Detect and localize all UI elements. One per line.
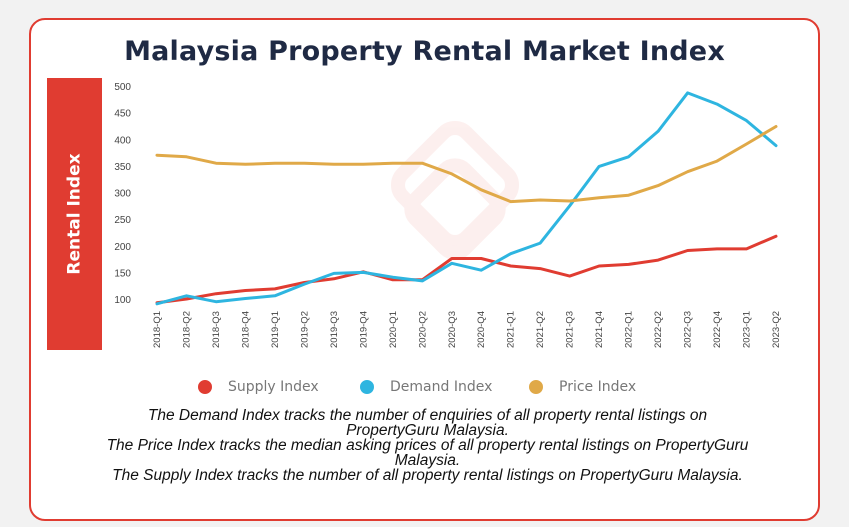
x-tick-label: 2018-Q1 xyxy=(152,311,163,348)
x-tick-label: 2019-Q2 xyxy=(299,311,310,348)
footnote-supply: The Supply Index tracks the number of al… xyxy=(112,467,743,484)
legend: Supply Index Demand Index Price Index xyxy=(0,377,849,397)
y-axis-ticks: 100 150 200 250 300 350 400 450 500 xyxy=(114,82,131,306)
x-tick-label: 2020-Q4 xyxy=(476,311,487,348)
y-tick-label: 100 xyxy=(114,295,131,306)
footnotes: The Demand Index tracks the number of en… xyxy=(100,407,755,484)
y-tick-label: 450 xyxy=(114,109,131,120)
x-tick-label: 2019-Q4 xyxy=(358,311,369,348)
legend-marker-demand xyxy=(360,380,374,394)
watermark-logo xyxy=(390,120,520,260)
series-line-demand-index xyxy=(155,91,778,306)
x-tick-label: 2020-Q3 xyxy=(447,311,458,348)
x-tick-label: 2018-Q4 xyxy=(240,311,251,348)
y-tick-label: 200 xyxy=(114,242,131,253)
y-tick-label: 250 xyxy=(114,215,131,226)
x-tick-label: 2019-Q1 xyxy=(270,311,281,348)
x-tick-label: 2020-Q2 xyxy=(417,311,428,348)
legend-label-demand: Demand Index xyxy=(390,379,493,395)
footnote-price: The Price Index tracks the median asking… xyxy=(106,437,749,469)
legend-item-supply: Supply Index xyxy=(198,377,319,397)
x-tick-label: 2021-Q2 xyxy=(535,311,546,348)
y-tick-label: 350 xyxy=(114,162,131,173)
legend-marker-price xyxy=(529,380,543,394)
x-tick-label: 2018-Q2 xyxy=(181,311,192,348)
series-line-supply-index xyxy=(155,234,778,305)
x-tick-label: 2022-Q4 xyxy=(712,311,723,348)
legend-item-price: Price Index xyxy=(529,377,636,397)
y-tick-label: 500 xyxy=(114,82,131,93)
chart-card xyxy=(29,18,820,521)
footnote-demand: The Demand Index tracks the number of en… xyxy=(147,407,708,439)
x-tick-label: 2022-Q2 xyxy=(653,311,664,348)
legend-label-price: Price Index xyxy=(559,379,637,395)
series-lines xyxy=(155,91,778,306)
x-tick-label: 2021-Q1 xyxy=(506,311,517,348)
x-tick-label: 2018-Q3 xyxy=(211,311,222,348)
legend-item-demand: Demand Index xyxy=(360,377,492,397)
x-tick-label: 2023-Q2 xyxy=(771,311,782,348)
y-axis-label-panel xyxy=(47,78,102,350)
legend-label-supply: Supply Index xyxy=(228,379,319,395)
y-tick-label: 150 xyxy=(114,268,131,279)
series-line-price-index xyxy=(155,125,778,204)
y-tick-label: 400 xyxy=(114,135,131,146)
x-tick-label: 2020-Q1 xyxy=(388,311,399,348)
x-tick-label: 2022-Q3 xyxy=(683,311,694,348)
x-tick-label: 2021-Q3 xyxy=(565,311,576,348)
legend-marker-supply xyxy=(198,380,212,394)
x-tick-label: 2019-Q3 xyxy=(329,311,340,348)
x-tick-label: 2022-Q1 xyxy=(624,311,635,348)
x-tick-label: 2021-Q4 xyxy=(594,311,605,348)
y-tick-label: 300 xyxy=(114,189,131,200)
x-tick-label: 2023-Q1 xyxy=(742,311,753,348)
x-axis-ticks: 2018-Q1 2018-Q2 2018-Q3 2018-Q4 2019-Q1 2019-… xyxy=(152,311,782,348)
chart-title: Malaysia Property Rental Market Index xyxy=(124,36,725,67)
